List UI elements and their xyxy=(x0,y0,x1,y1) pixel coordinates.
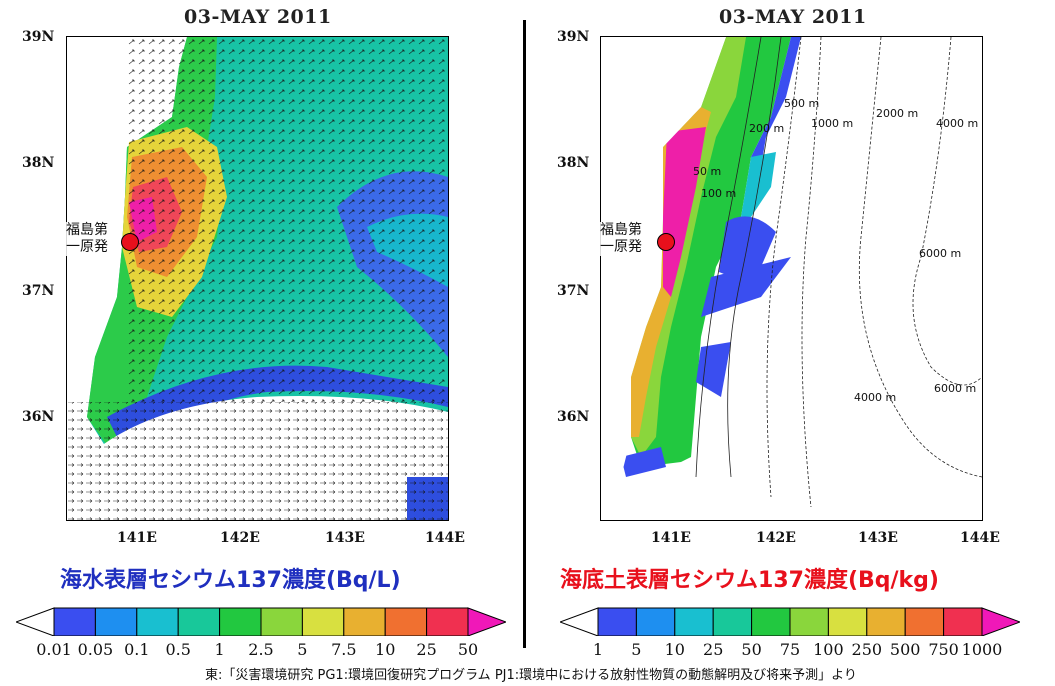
right_panel-colorbar-swatch xyxy=(712,607,753,636)
right-seabed-map: 50 m 100 m 200 m 500 m 1000 m 2000 m 400… xyxy=(600,36,983,521)
right_panel-colorbar-swatch xyxy=(904,607,945,636)
left-xtick-143e: 143E xyxy=(325,530,365,546)
right-caption-main: 海底土表層セシウム xyxy=(560,568,759,593)
right-ytick-38n: 38N xyxy=(557,155,590,171)
left_panel-colorbar-label: 7.5 xyxy=(331,640,357,659)
left_panel-colorbar-min-triangle xyxy=(16,607,55,636)
right-xtick-144e: 144E xyxy=(960,530,1000,546)
right-caption: 海底土表層セシウム137濃度(Bq/kg) xyxy=(560,562,939,594)
left_panel-colorbar-swatch xyxy=(343,607,386,636)
left-colorbar xyxy=(16,607,506,636)
right-ytick-39n: 39N xyxy=(557,29,590,45)
right_panel-colorbar-swatch xyxy=(751,607,791,636)
right_panel-colorbar-swatch xyxy=(943,607,983,636)
right_panel-colorbar-swatch xyxy=(597,607,637,636)
left-map-title: 03-MAY 2011 xyxy=(184,6,332,28)
right_panel-colorbar-swatch xyxy=(789,607,829,636)
right-contour-label-1: 50 m xyxy=(693,165,721,178)
right-contour-label-3: 200 m xyxy=(749,122,784,135)
left-plant-label-line2: 一原発 xyxy=(66,239,108,255)
left-xtick-144e: 144E xyxy=(425,530,465,546)
right_panel-colorbar-label: 50 xyxy=(741,640,762,659)
right-ytick-36n: 36N xyxy=(557,409,590,425)
left_panel-colorbar-label: 0.5 xyxy=(165,640,191,659)
left-caption: 海水表層セシウム137濃度(Bq/L) xyxy=(60,562,401,594)
right-caption-unit: 137濃度(Bq/kg) xyxy=(758,568,939,593)
right_panel-colorbar-max-triangle xyxy=(981,607,1020,636)
left-xtick-142e: 142E xyxy=(220,530,260,546)
right_panel-colorbar-label: 500 xyxy=(889,640,921,659)
right-xtick-141e: 141E xyxy=(651,530,691,546)
left-plant-label: 福島第 一原発 xyxy=(66,222,108,256)
left-seawater-map xyxy=(66,36,449,521)
left_panel-colorbar-swatch xyxy=(260,607,303,636)
right-contour-label-9: 6000 m xyxy=(934,382,976,395)
left_panel-colorbar-swatch xyxy=(301,607,345,636)
right_panel-colorbar-label: 75 xyxy=(779,640,801,659)
right-plant-label: 福島第 一原発 xyxy=(600,222,642,256)
right_panel-colorbar-label: 25 xyxy=(703,640,724,659)
right_panel-colorbar-label: 250 xyxy=(851,640,883,659)
left-caption-main: 海水表層セシウム xyxy=(60,568,237,593)
left_panel-colorbar-swatch xyxy=(426,607,469,636)
left-ytick-37n: 37N xyxy=(22,283,55,299)
right_panel-colorbar-label: 1000 xyxy=(961,640,1003,659)
right-map-title: 03-MAY 2011 xyxy=(719,6,867,28)
right-xtick-142e: 142E xyxy=(756,530,796,546)
left_panel-colorbar-swatch xyxy=(53,607,96,636)
right-plant-marker xyxy=(657,233,675,251)
left_panel-colorbar-label: 0.05 xyxy=(77,640,114,659)
left_panel-colorbar-swatch xyxy=(177,607,221,636)
right_panel-colorbar-label: 10 xyxy=(664,640,685,659)
left-caption-unit: 137濃度(Bq/L) xyxy=(236,568,401,593)
left-plant-label-line1: 福島第 xyxy=(66,222,108,238)
left-ytick-38n: 38N xyxy=(22,155,55,171)
left_panel-colorbar-label: 1 xyxy=(214,640,225,659)
right_panel-colorbar-min-triangle xyxy=(560,607,599,636)
right_panel-colorbar-label: 750 xyxy=(928,640,959,659)
left-ytick-39n: 39N xyxy=(22,29,55,45)
left-xtick-141e: 141E xyxy=(117,530,157,546)
source-credit: 東:「災害環境研究 PG1:環境回復研究プログラム PJ1:環境中における放射性… xyxy=(205,668,857,683)
right-contour-label-5: 1000 m xyxy=(811,117,853,130)
right-xtick-143e: 143E xyxy=(858,530,898,546)
left_panel-colorbar-swatch xyxy=(219,607,262,636)
left_panel-colorbar-label: 0.01 xyxy=(36,640,72,659)
left_panel-colorbar-label: 0.1 xyxy=(124,640,150,659)
right-plant-label-line1: 福島第 xyxy=(600,222,642,238)
right-contour-label-4: 500 m xyxy=(784,97,819,110)
right-ytick-37n: 37N xyxy=(557,283,590,299)
right_panel-colorbar-label: 5 xyxy=(631,640,642,659)
left_panel-colorbar-label: 25 xyxy=(416,640,437,659)
right-plant-label-line2: 一原発 xyxy=(600,239,642,255)
left_panel-colorbar-label: 5 xyxy=(297,640,308,659)
right-contour-label-10: 4000 m xyxy=(854,391,896,404)
left-plant-marker xyxy=(121,233,139,251)
right_panel-colorbar-label: 1 xyxy=(592,640,604,659)
left_panel-colorbar-label: 2.5 xyxy=(248,640,274,659)
panel-divider xyxy=(523,20,526,648)
right-contour-label-8: 6000 m xyxy=(919,247,961,260)
left-ytick-36n: 36N xyxy=(22,409,55,425)
right-contour-label-7: 4000 m xyxy=(936,117,978,130)
left_panel-colorbar-swatch xyxy=(136,607,179,636)
right_panel-colorbar-swatch xyxy=(827,607,868,636)
left_panel-colorbar-swatch xyxy=(94,607,138,636)
left_panel-colorbar-label: 10 xyxy=(375,640,396,659)
left_panel-colorbar-label: 50 xyxy=(457,640,479,659)
right_panel-colorbar-swatch xyxy=(866,607,906,636)
left_panel-colorbar-swatch xyxy=(384,607,428,636)
right_panel-colorbar-label: 100 xyxy=(813,640,844,659)
left_panel-colorbar-max-triangle xyxy=(467,607,506,636)
right_panel-colorbar-swatch xyxy=(674,607,714,636)
right-contour-label-2: 100 m xyxy=(701,187,736,200)
right_panel-colorbar-swatch xyxy=(635,607,676,636)
right-colorbar xyxy=(560,607,1020,636)
right-contour-label-6: 2000 m xyxy=(876,107,918,120)
